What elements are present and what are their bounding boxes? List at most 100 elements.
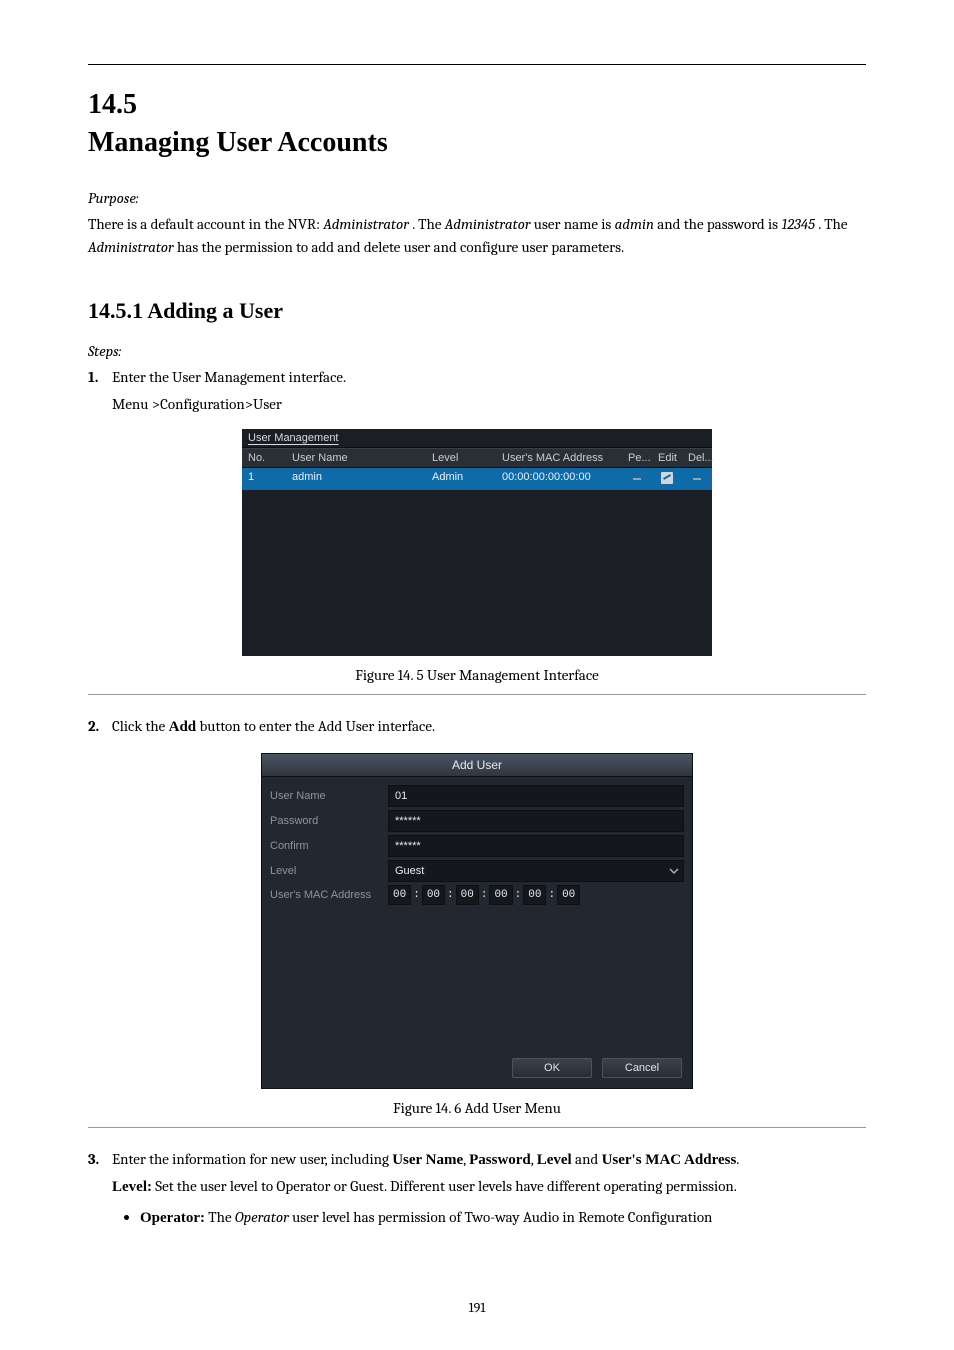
- add-user-dialog-screenshot: Add User User Name 01 Password ****** Co…: [261, 753, 693, 1089]
- um-empty-area: [242, 490, 712, 650]
- step-3-frag-a: Enter the information for new user, incl…: [112, 1150, 392, 1168]
- step-2-add-button-label: Add: [169, 719, 197, 735]
- step-3: 3. Enter the information for new user, i…: [88, 1148, 866, 1172]
- bullet-operator: Operator: The Operator user level has pe…: [140, 1205, 866, 1230]
- figure-1-caption: Figure 14. 5 User Management Interface: [88, 666, 866, 684]
- dialog-button-row: OK Cancel: [262, 1052, 692, 1088]
- mac-sep-2: :: [447, 889, 454, 901]
- um-cell-no: 1: [242, 468, 286, 490]
- purpose-frag-2: . The: [412, 215, 445, 233]
- label-confirm: Confirm: [270, 840, 388, 852]
- um-col-level: Level: [426, 449, 496, 467]
- purpose-label: Purpose:: [88, 189, 866, 207]
- step-2-frag-b: button to enter the Add User interface.: [199, 717, 435, 735]
- mac-seg-2[interactable]: 00: [422, 885, 445, 905]
- figure-2-caption: Figure 14. 6 Add User Menu: [88, 1099, 866, 1117]
- mac-sep-1: :: [413, 889, 420, 901]
- purpose-frag-3: user name is: [534, 215, 615, 233]
- bullet-operator-lead: Operator:: [140, 1210, 205, 1226]
- purpose-admin-word-2: Administrator: [445, 215, 531, 233]
- level-lead: Level:: [112, 1179, 152, 1195]
- um-col-no: No.: [242, 449, 286, 467]
- add-user-dialog-title: Add User: [262, 754, 692, 777]
- um-col-del: Del...: [682, 449, 712, 467]
- bullet-operator-frag-2: user level has permission of Two-way Aud…: [292, 1208, 712, 1226]
- um-cell-edit[interactable]: [652, 468, 682, 490]
- step-2-text: Click the Add button to enter the Add Us…: [112, 715, 435, 739]
- mac-sep-3: :: [481, 889, 488, 901]
- step-3-text: Enter the information for new user, incl…: [112, 1148, 739, 1172]
- user-management-screenshot: User Management No. User Name Level User…: [242, 429, 712, 656]
- and-word: and: [575, 1150, 602, 1168]
- step-3-level: Level: Set the user level to Operator or…: [112, 1175, 866, 1199]
- input-password[interactable]: ******: [388, 810, 684, 832]
- mac-seg-3[interactable]: 00: [456, 885, 479, 905]
- um-col-name: User Name: [286, 449, 426, 467]
- field-mac: User's MAC Address 00: 00: 00: 00: 00: 0…: [270, 885, 684, 905]
- label-password: Password: [270, 815, 388, 827]
- step-1-number: 1.: [88, 366, 112, 389]
- cancel-button[interactable]: Cancel: [602, 1058, 682, 1078]
- page-number: 191: [0, 1299, 954, 1316]
- field-confirm: Confirm ******: [270, 835, 684, 857]
- purpose-frag-4: and the password is: [657, 215, 781, 233]
- label-level: Level: [270, 865, 388, 877]
- mac-sep-5: :: [548, 889, 555, 901]
- mac-seg-4[interactable]: 00: [489, 885, 512, 905]
- input-mac[interactable]: 00: 00: 00: 00: 00: 00: [388, 885, 684, 905]
- um-col-perm: Pe...: [622, 449, 652, 467]
- f-user: User Name: [392, 1152, 463, 1168]
- um-col-edit: Edit: [652, 449, 682, 467]
- field-username: User Name 01: [270, 785, 684, 807]
- section-number: 14.5: [88, 89, 866, 121]
- f-level: Level: [537, 1152, 572, 1168]
- field-level: Level Guest: [270, 860, 684, 882]
- step-2: 2. Click the Add button to enter the Add…: [88, 715, 866, 739]
- input-confirm[interactable]: ******: [388, 835, 684, 857]
- mac-seg-1[interactable]: 00: [388, 885, 411, 905]
- step-1: 1. Enter the User Management interface.: [88, 366, 866, 389]
- step-2-number: 2.: [88, 715, 112, 739]
- edit-icon[interactable]: [660, 471, 674, 485]
- step-2-frag-a: Click the: [112, 717, 169, 735]
- purpose-frag-6: has the permission to add and delete use…: [177, 238, 624, 256]
- bullet-list: Operator: The Operator user level has pe…: [88, 1205, 866, 1230]
- purpose-admin-word-3: Administrator: [88, 238, 174, 256]
- step-1-text: Enter the User Management interface.: [112, 366, 346, 389]
- level-text: Set the user level to Operator or Guest.…: [155, 1177, 737, 1195]
- section-title: Managing User Accounts: [88, 127, 866, 159]
- dialog-spacer: [270, 908, 684, 1048]
- um-col-mac: User's MAC Address: [496, 449, 622, 467]
- um-panel-title: User Management: [242, 429, 712, 448]
- bullet-operator-term: Operator: [235, 1208, 289, 1226]
- select-level[interactable]: Guest: [388, 860, 684, 882]
- um-row-admin[interactable]: 1 admin Admin 00:00:00:00:00:00: [242, 468, 712, 490]
- chevron-down-icon: [669, 866, 679, 876]
- purpose-text: There is a default account in the NVR: A…: [88, 213, 866, 258]
- purpose-frag-1: There is a default account in the NVR:: [88, 215, 323, 233]
- step-1-path: Menu >Configuration>User: [112, 393, 866, 416]
- header-rule: [88, 64, 866, 65]
- steps-label: Steps:: [88, 342, 866, 360]
- label-mac: User's MAC Address: [270, 889, 388, 901]
- figure-2-rule: [88, 1127, 866, 1128]
- delete-disabled-icon: [690, 472, 704, 486]
- f-pass: Password: [469, 1152, 531, 1168]
- mac-seg-5[interactable]: 00: [523, 885, 546, 905]
- f-mac: User's MAC Address: [602, 1152, 737, 1168]
- permission-disabled-icon: [630, 472, 644, 486]
- um-cell-perm: [622, 468, 652, 490]
- um-cell-name: admin: [286, 468, 426, 490]
- admin-password: 12345: [781, 215, 815, 233]
- mac-seg-6[interactable]: 00: [557, 885, 580, 905]
- field-password: Password ******: [270, 810, 684, 832]
- figure-1-rule: [88, 694, 866, 695]
- mac-sep-4: :: [515, 889, 522, 901]
- um-cell-level: Admin: [426, 468, 496, 490]
- ok-button[interactable]: OK: [512, 1058, 592, 1078]
- admin-username: admin: [615, 215, 654, 233]
- step-3-number: 3.: [88, 1148, 112, 1172]
- input-username[interactable]: 01: [388, 785, 684, 807]
- um-cell-del: [682, 468, 712, 490]
- purpose-frag-5: . The: [818, 215, 847, 233]
